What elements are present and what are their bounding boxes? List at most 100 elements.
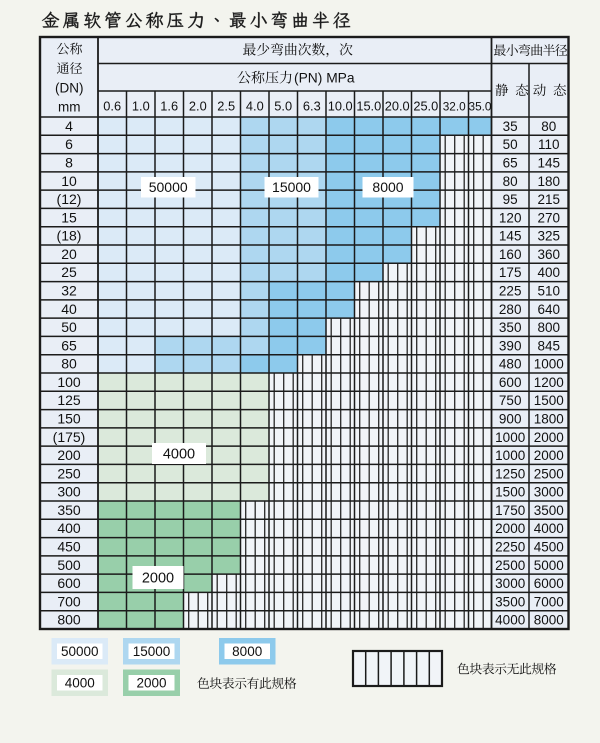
svg-text:50000: 50000	[61, 644, 99, 659]
svg-text:40: 40	[61, 301, 77, 317]
svg-text:2.0: 2.0	[189, 99, 207, 114]
svg-text:8000: 8000	[372, 179, 403, 195]
svg-text:1000: 1000	[534, 357, 564, 372]
svg-text:8000: 8000	[534, 613, 564, 628]
svg-text:4000: 4000	[534, 521, 564, 536]
svg-text:845: 845	[538, 338, 561, 353]
svg-text:(12): (12)	[57, 191, 82, 207]
svg-text:600: 600	[57, 575, 81, 591]
svg-text:6.3: 6.3	[303, 99, 321, 114]
svg-text:4: 4	[65, 118, 73, 134]
svg-text:2.5: 2.5	[217, 99, 235, 114]
svg-text:325: 325	[538, 229, 561, 244]
svg-text:1500: 1500	[534, 393, 564, 408]
svg-text:800: 800	[538, 320, 561, 335]
svg-text:500: 500	[57, 557, 81, 573]
svg-text:150: 150	[57, 411, 81, 427]
svg-text:250: 250	[57, 465, 81, 481]
svg-text:80: 80	[503, 174, 518, 189]
svg-text:(175): (175)	[53, 429, 86, 445]
svg-text:50: 50	[503, 137, 518, 152]
svg-text:400: 400	[57, 520, 81, 536]
svg-text:20: 20	[61, 246, 77, 262]
svg-text:225: 225	[499, 284, 522, 299]
svg-text:350: 350	[499, 320, 522, 335]
svg-text:700: 700	[57, 593, 81, 609]
svg-text:750: 750	[499, 393, 522, 408]
svg-text:800: 800	[57, 612, 81, 628]
svg-text:2000: 2000	[534, 448, 564, 463]
svg-text:7000: 7000	[534, 594, 564, 609]
svg-text:350: 350	[57, 502, 81, 518]
svg-text:4000: 4000	[65, 676, 95, 691]
svg-text:100: 100	[57, 374, 81, 390]
svg-text:3500: 3500	[495, 594, 525, 609]
svg-text:360: 360	[538, 247, 561, 262]
svg-text:200: 200	[57, 447, 81, 463]
svg-text:400: 400	[538, 265, 561, 280]
svg-text:6000: 6000	[534, 576, 564, 591]
svg-text:32.0: 32.0	[443, 100, 466, 114]
svg-text:2500: 2500	[495, 558, 525, 573]
svg-text:2250: 2250	[495, 540, 525, 555]
svg-text:65: 65	[503, 156, 518, 171]
svg-text:110: 110	[538, 137, 560, 152]
svg-text:8: 8	[65, 155, 73, 171]
svg-text:32: 32	[61, 283, 77, 299]
svg-text:25.0: 25.0	[413, 99, 438, 114]
svg-text:4500: 4500	[534, 540, 564, 555]
svg-text:8000: 8000	[232, 644, 262, 659]
svg-text:900: 900	[499, 412, 522, 427]
svg-text:4000: 4000	[495, 613, 525, 628]
svg-text:0.6: 0.6	[103, 99, 121, 114]
svg-text:4.0: 4.0	[246, 99, 264, 114]
svg-text:15000: 15000	[133, 644, 171, 659]
svg-text:50: 50	[61, 319, 77, 335]
svg-text:2000: 2000	[136, 676, 166, 691]
svg-text:1200: 1200	[534, 375, 564, 390]
svg-text:600: 600	[499, 375, 522, 390]
svg-text:65: 65	[61, 337, 77, 353]
svg-text:450: 450	[57, 539, 81, 555]
svg-text:95: 95	[503, 192, 518, 207]
svg-text:180: 180	[538, 174, 561, 189]
svg-text:35: 35	[503, 119, 518, 134]
svg-text:20.0: 20.0	[385, 99, 410, 114]
svg-text:1.6: 1.6	[160, 99, 178, 114]
svg-text:300: 300	[57, 484, 81, 500]
svg-text:2000: 2000	[142, 570, 174, 586]
svg-text:215: 215	[538, 192, 561, 207]
svg-text:175: 175	[499, 265, 522, 280]
svg-text:(18): (18)	[57, 228, 82, 244]
svg-text:6: 6	[65, 136, 73, 152]
svg-text:3500: 3500	[534, 503, 564, 518]
svg-text:1800: 1800	[534, 412, 564, 427]
svg-text:2000: 2000	[495, 521, 525, 536]
svg-text:390: 390	[499, 338, 522, 353]
svg-text:15: 15	[61, 209, 77, 225]
svg-text:80: 80	[541, 119, 556, 134]
svg-text:3000: 3000	[534, 485, 564, 500]
svg-text:145: 145	[499, 229, 522, 244]
svg-text:80: 80	[61, 356, 77, 372]
svg-text:145: 145	[538, 156, 561, 171]
svg-text:mm: mm	[58, 100, 81, 115]
svg-text:1.0: 1.0	[132, 99, 150, 114]
svg-text:510: 510	[538, 284, 561, 299]
svg-text:10: 10	[61, 173, 77, 189]
svg-text:5000: 5000	[534, 558, 564, 573]
svg-text:125: 125	[57, 392, 81, 408]
svg-text:270: 270	[538, 210, 561, 225]
svg-text:480: 480	[499, 357, 522, 372]
svg-text:2500: 2500	[534, 466, 564, 481]
svg-text:15000: 15000	[272, 179, 311, 195]
svg-text:3000: 3000	[495, 576, 525, 591]
svg-text:1250: 1250	[495, 466, 525, 481]
svg-text:35.0: 35.0	[469, 100, 492, 114]
svg-text:4000: 4000	[163, 446, 195, 462]
svg-text:(PN) MPa: (PN) MPa	[294, 71, 355, 86]
svg-text:1000: 1000	[495, 430, 525, 445]
svg-text:5.0: 5.0	[274, 99, 292, 114]
svg-text:1500: 1500	[495, 485, 525, 500]
svg-text:2000: 2000	[534, 430, 564, 445]
